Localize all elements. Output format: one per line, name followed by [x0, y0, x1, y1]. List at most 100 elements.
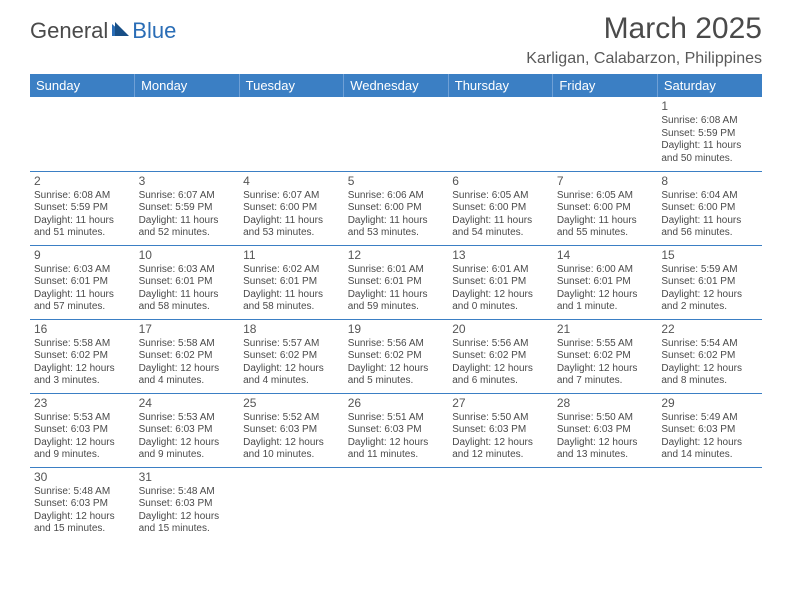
daylight-text: Daylight: 11 hours and 56 minutes. [661, 215, 758, 240]
sunset-text: Sunset: 6:03 PM [139, 424, 236, 437]
calendar-cell: 7Sunrise: 6:05 AMSunset: 6:00 PMDaylight… [553, 171, 658, 245]
day-number: 31 [139, 470, 236, 485]
sunrise-text: Sunrise: 6:08 AM [661, 115, 758, 128]
calendar-cell: 16Sunrise: 5:58 AMSunset: 6:02 PMDayligh… [30, 319, 135, 393]
sunset-text: Sunset: 6:01 PM [452, 276, 549, 289]
sunrise-text: Sunrise: 6:05 AM [452, 190, 549, 203]
day-number: 21 [557, 322, 654, 337]
sunset-text: Sunset: 6:00 PM [661, 202, 758, 215]
day-number: 9 [34, 248, 131, 263]
sunset-text: Sunset: 5:59 PM [139, 202, 236, 215]
day-number: 5 [348, 174, 445, 189]
day-number: 13 [452, 248, 549, 263]
sunrise-text: Sunrise: 5:48 AM [34, 486, 131, 499]
sunset-text: Sunset: 6:02 PM [557, 350, 654, 363]
calendar-cell: 12Sunrise: 6:01 AMSunset: 6:01 PMDayligh… [344, 245, 449, 319]
calendar-cell: 30Sunrise: 5:48 AMSunset: 6:03 PMDayligh… [30, 467, 135, 541]
day-header: Saturday [657, 74, 762, 97]
sunrise-text: Sunrise: 6:01 AM [348, 264, 445, 277]
calendar-row: 9Sunrise: 6:03 AMSunset: 6:01 PMDaylight… [30, 245, 762, 319]
calendar-cell: 28Sunrise: 5:50 AMSunset: 6:03 PMDayligh… [553, 393, 658, 467]
sunset-text: Sunset: 6:01 PM [557, 276, 654, 289]
daylight-text: Daylight: 12 hours and 3 minutes. [34, 363, 131, 388]
calendar-row: 1Sunrise: 6:08 AMSunset: 5:59 PMDaylight… [30, 97, 762, 171]
daylight-text: Daylight: 11 hours and 57 minutes. [34, 289, 131, 314]
calendar-cell: 5Sunrise: 6:06 AMSunset: 6:00 PMDaylight… [344, 171, 449, 245]
calendar-cell [657, 467, 762, 541]
day-number: 27 [452, 396, 549, 411]
calendar-table: Sunday Monday Tuesday Wednesday Thursday… [30, 74, 762, 541]
daylight-text: Daylight: 12 hours and 9 minutes. [34, 437, 131, 462]
calendar-cell: 17Sunrise: 5:58 AMSunset: 6:02 PMDayligh… [135, 319, 240, 393]
daylight-text: Daylight: 12 hours and 9 minutes. [139, 437, 236, 462]
calendar-cell [344, 467, 449, 541]
sunrise-text: Sunrise: 6:07 AM [139, 190, 236, 203]
sunrise-text: Sunrise: 6:06 AM [348, 190, 445, 203]
day-number: 3 [139, 174, 236, 189]
calendar-cell: 15Sunrise: 5:59 AMSunset: 6:01 PMDayligh… [657, 245, 762, 319]
daylight-text: Daylight: 12 hours and 1 minute. [557, 289, 654, 314]
day-header: Tuesday [239, 74, 344, 97]
sunset-text: Sunset: 6:03 PM [34, 498, 131, 511]
sunrise-text: Sunrise: 5:57 AM [243, 338, 340, 351]
day-header-row: Sunday Monday Tuesday Wednesday Thursday… [30, 74, 762, 97]
calendar-cell: 11Sunrise: 6:02 AMSunset: 6:01 PMDayligh… [239, 245, 344, 319]
calendar-cell: 29Sunrise: 5:49 AMSunset: 6:03 PMDayligh… [657, 393, 762, 467]
sunrise-text: Sunrise: 5:53 AM [139, 412, 236, 425]
sunrise-text: Sunrise: 5:48 AM [139, 486, 236, 499]
daylight-text: Daylight: 11 hours and 50 minutes. [661, 140, 758, 165]
day-number: 17 [139, 322, 236, 337]
calendar-cell: 14Sunrise: 6:00 AMSunset: 6:01 PMDayligh… [553, 245, 658, 319]
calendar-cell: 31Sunrise: 5:48 AMSunset: 6:03 PMDayligh… [135, 467, 240, 541]
day-number: 14 [557, 248, 654, 263]
calendar-cell [30, 97, 135, 171]
sunset-text: Sunset: 6:03 PM [452, 424, 549, 437]
daylight-text: Daylight: 12 hours and 2 minutes. [661, 289, 758, 314]
calendar-cell [239, 467, 344, 541]
sunrise-text: Sunrise: 5:56 AM [452, 338, 549, 351]
day-number: 23 [34, 396, 131, 411]
sunrise-text: Sunrise: 5:59 AM [661, 264, 758, 277]
sunrise-text: Sunrise: 6:08 AM [34, 190, 131, 203]
logo-text-blue: Blue [132, 18, 176, 44]
sunset-text: Sunset: 6:02 PM [661, 350, 758, 363]
calendar-cell: 19Sunrise: 5:56 AMSunset: 6:02 PMDayligh… [344, 319, 449, 393]
calendar-cell: 6Sunrise: 6:05 AMSunset: 6:00 PMDaylight… [448, 171, 553, 245]
day-number: 8 [661, 174, 758, 189]
day-number: 26 [348, 396, 445, 411]
calendar-cell: 24Sunrise: 5:53 AMSunset: 6:03 PMDayligh… [135, 393, 240, 467]
sunset-text: Sunset: 6:00 PM [452, 202, 549, 215]
daylight-text: Daylight: 12 hours and 7 minutes. [557, 363, 654, 388]
calendar-cell: 23Sunrise: 5:53 AMSunset: 6:03 PMDayligh… [30, 393, 135, 467]
daylight-text: Daylight: 11 hours and 51 minutes. [34, 215, 131, 240]
day-header: Thursday [448, 74, 553, 97]
logo-text-general: General [30, 18, 108, 44]
day-number: 6 [452, 174, 549, 189]
calendar-cell [344, 97, 449, 171]
sunset-text: Sunset: 6:01 PM [34, 276, 131, 289]
sunset-text: Sunset: 6:02 PM [34, 350, 131, 363]
calendar-row: 30Sunrise: 5:48 AMSunset: 6:03 PMDayligh… [30, 467, 762, 541]
calendar-cell: 22Sunrise: 5:54 AMSunset: 6:02 PMDayligh… [657, 319, 762, 393]
calendar-cell: 21Sunrise: 5:55 AMSunset: 6:02 PMDayligh… [553, 319, 658, 393]
day-number: 10 [139, 248, 236, 263]
daylight-text: Daylight: 12 hours and 13 minutes. [557, 437, 654, 462]
day-number: 12 [348, 248, 445, 263]
daylight-text: Daylight: 11 hours and 58 minutes. [139, 289, 236, 314]
title-block: March 2025 Karligan, Calabarzon, Philipp… [526, 12, 762, 68]
daylight-text: Daylight: 11 hours and 53 minutes. [243, 215, 340, 240]
sunset-text: Sunset: 6:03 PM [243, 424, 340, 437]
calendar-cell: 9Sunrise: 6:03 AMSunset: 6:01 PMDaylight… [30, 245, 135, 319]
sunrise-text: Sunrise: 6:03 AM [139, 264, 236, 277]
sunrise-text: Sunrise: 6:07 AM [243, 190, 340, 203]
day-number: 18 [243, 322, 340, 337]
daylight-text: Daylight: 11 hours and 53 minutes. [348, 215, 445, 240]
sunrise-text: Sunrise: 6:03 AM [34, 264, 131, 277]
sunset-text: Sunset: 6:01 PM [139, 276, 236, 289]
sunrise-text: Sunrise: 6:01 AM [452, 264, 549, 277]
day-number: 4 [243, 174, 340, 189]
day-header: Friday [553, 74, 658, 97]
daylight-text: Daylight: 12 hours and 8 minutes. [661, 363, 758, 388]
sunrise-text: Sunrise: 5:58 AM [34, 338, 131, 351]
daylight-text: Daylight: 12 hours and 14 minutes. [661, 437, 758, 462]
